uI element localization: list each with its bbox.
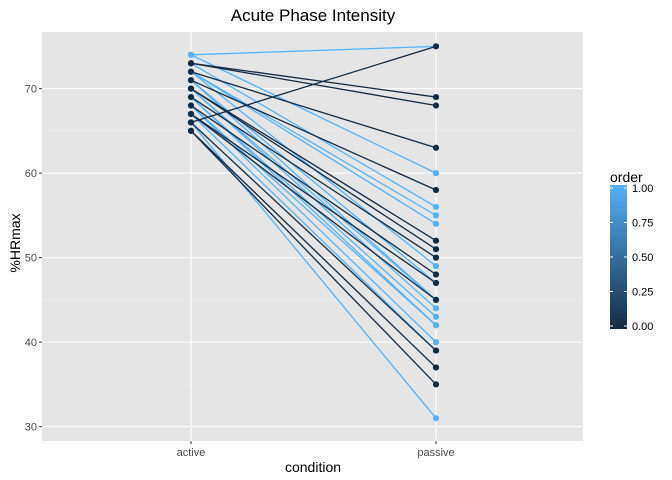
data-point	[432, 364, 440, 371]
series-line	[190, 45, 437, 56]
data-point	[432, 186, 440, 194]
x-tick-label: active	[177, 447, 206, 459]
data-point	[432, 220, 440, 227]
series-line	[190, 71, 437, 225]
chart-title: Acute Phase Intensity	[231, 6, 396, 25]
legend-colorbar	[610, 185, 627, 329]
series-line	[190, 62, 437, 98]
data-point	[432, 305, 440, 312]
x-axis: active passive	[177, 441, 455, 459]
data-point	[432, 313, 440, 320]
data-point	[432, 203, 440, 211]
data-point	[432, 254, 440, 261]
x-axis-title: condition	[285, 459, 341, 475]
data-point	[187, 119, 195, 126]
plot-panel	[42, 32, 583, 441]
data-point	[432, 246, 440, 253]
data-point	[432, 347, 440, 354]
series-line	[190, 96, 437, 259]
data-point	[432, 212, 440, 219]
data-point	[432, 415, 440, 422]
data-point	[432, 237, 440, 244]
series-line	[190, 104, 437, 276]
legend-tick-label: 0.25	[632, 287, 653, 299]
data-point	[187, 85, 195, 92]
legend-tick-label: 0.00	[632, 321, 653, 333]
data-point	[432, 262, 440, 270]
series-line	[190, 121, 437, 352]
y-tick-label: 50	[25, 253, 37, 265]
data-point	[187, 77, 195, 84]
panel-rect	[42, 32, 583, 441]
series-points	[187, 43, 440, 422]
series-line	[190, 122, 437, 419]
series-line	[190, 113, 437, 284]
legend-tick-label: 1.00	[632, 183, 653, 195]
y-tick-label: 40	[25, 337, 37, 349]
series-lines	[190, 45, 437, 419]
series-line	[190, 71, 437, 216]
data-point	[432, 279, 440, 287]
series-line	[190, 130, 437, 368]
series-line	[190, 45, 437, 124]
y-axis: 30 40 50 60 70	[25, 84, 42, 434]
data-point	[432, 339, 440, 346]
data-point	[187, 60, 195, 67]
data-point	[187, 68, 195, 75]
legend-tick-label: 0.50	[632, 252, 653, 264]
y-tick-label: 60	[25, 168, 37, 180]
data-point	[187, 51, 195, 58]
legend-ticks: 1.00 0.75 0.50 0.25 0.00	[610, 183, 653, 333]
data-point	[432, 296, 440, 303]
y-tick-label: 30	[25, 422, 37, 434]
data-point	[432, 170, 440, 177]
data-point	[432, 43, 440, 50]
data-point	[432, 271, 440, 278]
data-point	[187, 93, 195, 101]
series-line	[190, 71, 437, 149]
series-line	[190, 88, 437, 250]
data-point	[432, 322, 440, 329]
data-point	[187, 102, 195, 109]
legend-tick-label: 0.75	[632, 218, 653, 230]
data-point	[187, 127, 195, 134]
y-axis-title: %HRmax	[7, 213, 23, 272]
legend-title: order	[610, 169, 643, 185]
grid-lines	[42, 32, 583, 441]
series-line	[190, 96, 437, 326]
data-point	[432, 102, 440, 109]
data-point	[187, 110, 195, 118]
series-line	[190, 113, 437, 301]
y-tick-label: 70	[25, 84, 37, 96]
data-point	[432, 144, 440, 151]
series-line	[190, 54, 437, 174]
x-tick-label: passive	[417, 447, 454, 459]
series-line	[190, 113, 437, 352]
legend: order 1.00 0.75 0.50 0.25 0.00	[610, 169, 653, 333]
data-point	[432, 381, 440, 388]
series-line	[190, 79, 437, 191]
series-line	[190, 88, 437, 242]
series-line	[190, 130, 437, 385]
data-point	[432, 93, 440, 101]
